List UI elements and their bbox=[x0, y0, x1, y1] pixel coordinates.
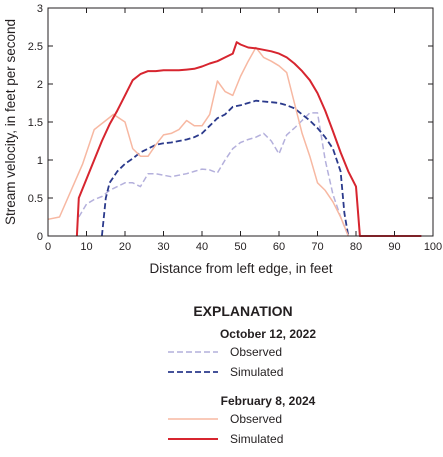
y-tick-label: 0 bbox=[37, 231, 43, 243]
plot-frame bbox=[47, 7, 434, 237]
x-axis-title: Distance from left edge, in feet bbox=[149, 261, 332, 276]
legend-group-heading: October 12, 2022 bbox=[220, 327, 316, 341]
x-tick-label: 70 bbox=[311, 241, 323, 253]
explanation-title: EXPLANATION bbox=[193, 303, 292, 319]
x-tick-label: 100 bbox=[424, 241, 442, 253]
x-tick-label: 10 bbox=[80, 241, 92, 253]
x-tick-label: 0 bbox=[45, 241, 51, 253]
y-tick-label: 1.5 bbox=[28, 117, 43, 129]
legend-group-heading: February 8, 2024 bbox=[221, 394, 316, 408]
x-tick-label: 90 bbox=[388, 241, 400, 253]
y-tick-label: 1 bbox=[37, 155, 43, 167]
x-tick-label: 20 bbox=[119, 241, 131, 253]
y-tick-label: 2.5 bbox=[28, 41, 43, 53]
series-line-2 bbox=[47, 46, 349, 237]
x-tick-label: 80 bbox=[350, 241, 362, 253]
legend-label: Simulated bbox=[230, 432, 283, 446]
legend-label: Observed bbox=[230, 412, 282, 426]
series-line-3 bbox=[75, 41, 422, 237]
x-tick-label: 30 bbox=[157, 241, 169, 253]
y-axis-title: Stream velocity, in feet per second bbox=[3, 19, 18, 225]
y-tick-label: 0.5 bbox=[28, 193, 43, 205]
axes: 0 10 20 30 40 50 60 70 80 90 100 0 0.5 1 1.5 2 2.5 3 bbox=[28, 3, 442, 253]
x-tick-label: 50 bbox=[234, 241, 246, 253]
x-tick-label: 60 bbox=[273, 241, 285, 253]
series-line-0 bbox=[78, 112, 349, 237]
legend-label: Simulated bbox=[230, 365, 283, 379]
series-line-1 bbox=[101, 99, 350, 237]
explanation-legend: EXPLANATION October 12, 2022 Observed Simul… bbox=[168, 303, 316, 446]
legend-label: Observed bbox=[230, 345, 282, 359]
plot-area bbox=[47, 41, 422, 237]
x-tick-label: 40 bbox=[196, 241, 208, 253]
y-tick-label: 3 bbox=[37, 3, 43, 15]
y-tick-label: 2 bbox=[37, 79, 43, 91]
